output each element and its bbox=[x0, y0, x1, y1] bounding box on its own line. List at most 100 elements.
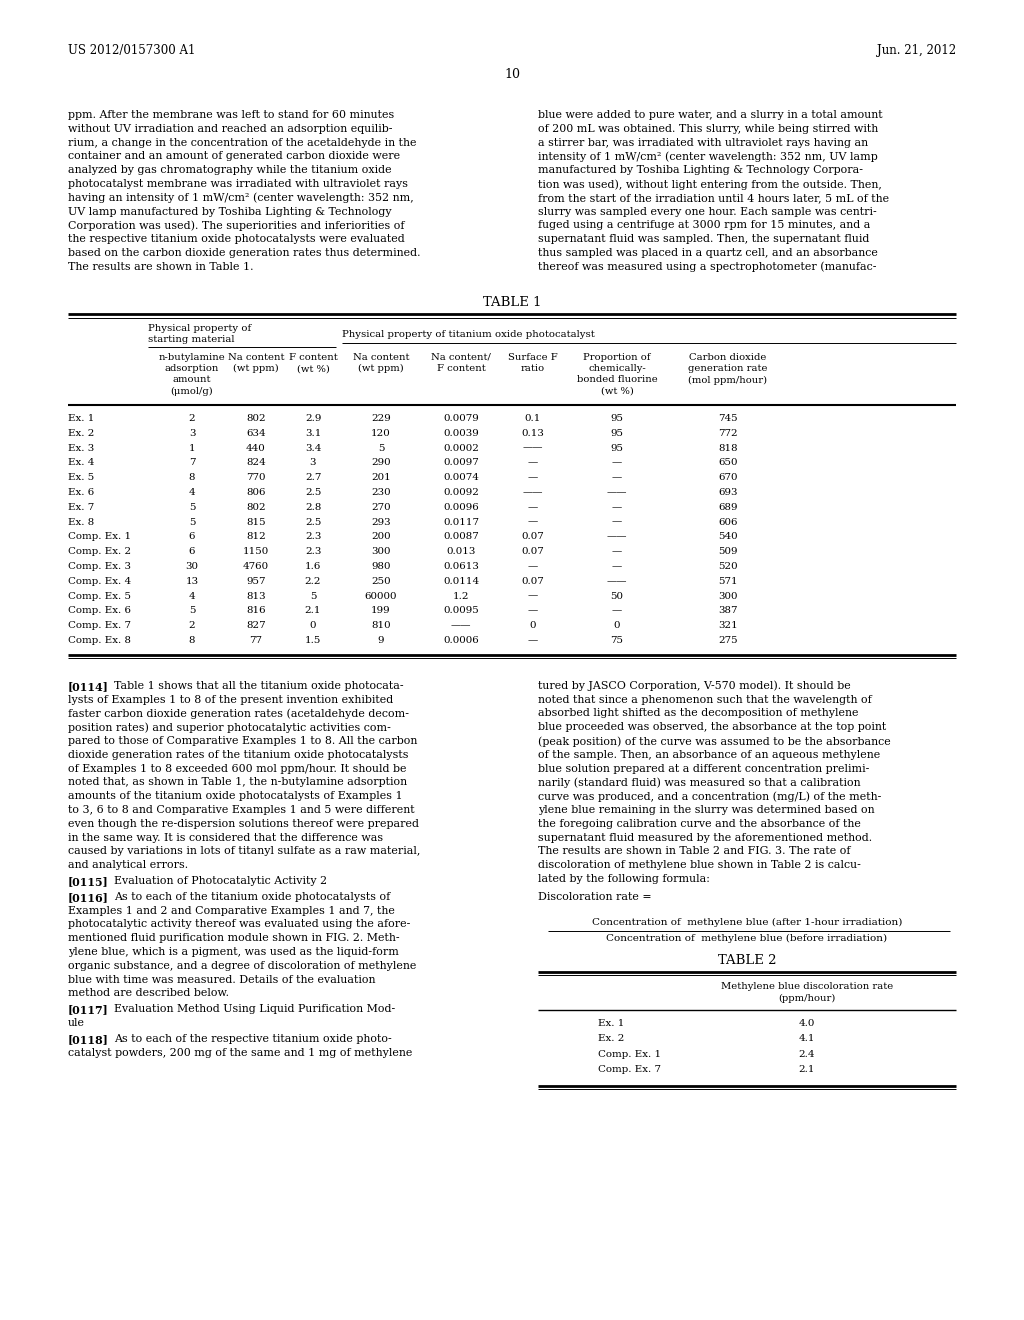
Text: [0115]: [0115] bbox=[68, 876, 109, 887]
Text: supernatant fluid was sampled. Then, the supernatant fluid: supernatant fluid was sampled. Then, the… bbox=[538, 234, 869, 244]
Text: ——: —— bbox=[607, 532, 628, 541]
Text: [0116]: [0116] bbox=[68, 892, 109, 903]
Text: 980: 980 bbox=[372, 562, 391, 572]
Text: 2.1: 2.1 bbox=[305, 606, 322, 615]
Text: 50: 50 bbox=[610, 591, 624, 601]
Text: 509: 509 bbox=[718, 548, 737, 556]
Text: tured by JASCO Corporation, V-570 model). It should be: tured by JASCO Corporation, V-570 model)… bbox=[538, 681, 851, 692]
Text: 1: 1 bbox=[188, 444, 196, 453]
Text: Ex. 6: Ex. 6 bbox=[68, 488, 94, 498]
Text: 0.0006: 0.0006 bbox=[443, 636, 479, 645]
Text: 321: 321 bbox=[718, 622, 738, 630]
Text: container and an amount of generated carbon dioxide were: container and an amount of generated car… bbox=[68, 152, 400, 161]
Text: UV lamp manufactured by Toshiba Lighting & Technology: UV lamp manufactured by Toshiba Lighting… bbox=[68, 207, 391, 216]
Text: Comp. Ex. 7: Comp. Ex. 7 bbox=[68, 622, 131, 630]
Text: position rates) and superior photocatalytic activities com-: position rates) and superior photocataly… bbox=[68, 722, 391, 733]
Text: —: — bbox=[612, 562, 623, 572]
Text: Na content: Na content bbox=[227, 352, 285, 362]
Text: blue solution prepared at a different concentration prelimi-: blue solution prepared at a different co… bbox=[538, 763, 869, 774]
Text: Concentration of  methylene blue (after 1-hour irradiation): Concentration of methylene blue (after 1… bbox=[592, 917, 902, 927]
Text: based on the carbon dioxide generation rates thus determined.: based on the carbon dioxide generation r… bbox=[68, 248, 421, 257]
Text: 802: 802 bbox=[246, 414, 266, 422]
Text: 77: 77 bbox=[250, 636, 262, 645]
Text: 816: 816 bbox=[246, 606, 266, 615]
Text: mentioned fluid purification module shown in FIG. 2. Meth-: mentioned fluid purification module show… bbox=[68, 933, 399, 944]
Text: from the start of the irradiation until 4 hours later, 5 mL of the: from the start of the irradiation until … bbox=[538, 193, 889, 203]
Text: 813: 813 bbox=[246, 591, 266, 601]
Text: even though the re-dispersion solutions thereof were prepared: even though the re-dispersion solutions … bbox=[68, 818, 419, 829]
Text: ——: —— bbox=[451, 622, 471, 630]
Text: lated by the following formula:: lated by the following formula: bbox=[538, 874, 710, 884]
Text: faster carbon dioxide generation rates (acetaldehyde decom-: faster carbon dioxide generation rates (… bbox=[68, 709, 409, 719]
Text: As to each of the respective titanium oxide photo-: As to each of the respective titanium ox… bbox=[114, 1034, 392, 1044]
Text: 0: 0 bbox=[309, 622, 316, 630]
Text: slurry was sampled every one hour. Each sample was centri-: slurry was sampled every one hour. Each … bbox=[538, 207, 877, 216]
Text: a stirrer bar, was irradiated with ultraviolet rays having an: a stirrer bar, was irradiated with ultra… bbox=[538, 137, 868, 148]
Text: TABLE 2: TABLE 2 bbox=[718, 954, 776, 966]
Text: 2.9: 2.9 bbox=[305, 414, 322, 422]
Text: 957: 957 bbox=[246, 577, 266, 586]
Text: Carbon dioxide: Carbon dioxide bbox=[689, 352, 767, 362]
Text: 230: 230 bbox=[371, 488, 391, 498]
Text: 4.1: 4.1 bbox=[799, 1035, 815, 1043]
Text: 540: 540 bbox=[718, 532, 738, 541]
Text: 200: 200 bbox=[371, 532, 391, 541]
Text: lysts of Examples 1 to 8 of the present invention exhibited: lysts of Examples 1 to 8 of the present … bbox=[68, 694, 393, 705]
Text: noted that since a phenomenon such that the wavelength of: noted that since a phenomenon such that … bbox=[538, 694, 871, 705]
Text: Ex. 4: Ex. 4 bbox=[68, 458, 94, 467]
Text: without UV irradiation and reached an adsorption equilib-: without UV irradiation and reached an ad… bbox=[68, 124, 392, 133]
Text: Comp. Ex. 7: Comp. Ex. 7 bbox=[598, 1065, 662, 1074]
Text: —: — bbox=[528, 517, 539, 527]
Text: of 200 mL was obtained. This slurry, while being stirred with: of 200 mL was obtained. This slurry, whi… bbox=[538, 124, 879, 133]
Text: 689: 689 bbox=[718, 503, 737, 512]
Text: 3: 3 bbox=[188, 429, 196, 438]
Text: narily (standard fluid) was measured so that a calibration: narily (standard fluid) was measured so … bbox=[538, 777, 860, 788]
Text: 13: 13 bbox=[185, 577, 199, 586]
Text: —: — bbox=[612, 517, 623, 527]
Text: 0.0613: 0.0613 bbox=[443, 562, 479, 572]
Text: 0.0079: 0.0079 bbox=[443, 414, 479, 422]
Text: thus sampled was placed in a quartz cell, and an absorbance: thus sampled was placed in a quartz cell… bbox=[538, 248, 878, 257]
Text: adsorption: adsorption bbox=[165, 364, 219, 374]
Text: 5: 5 bbox=[309, 591, 316, 601]
Text: discoloration of methylene blue shown in Table 2 is calcu-: discoloration of methylene blue shown in… bbox=[538, 861, 861, 870]
Text: 0.0114: 0.0114 bbox=[443, 577, 479, 586]
Text: 0.013: 0.013 bbox=[446, 548, 476, 556]
Text: (ppm/hour): (ppm/hour) bbox=[778, 994, 836, 1003]
Text: 229: 229 bbox=[371, 414, 391, 422]
Text: absorbed light shifted as the decomposition of methylene: absorbed light shifted as the decomposit… bbox=[538, 709, 858, 718]
Text: intensity of 1 mW/cm² (center wavelength: 352 nm, UV lamp: intensity of 1 mW/cm² (center wavelength… bbox=[538, 152, 878, 162]
Text: F content: F content bbox=[289, 352, 337, 362]
Text: Ex. 8: Ex. 8 bbox=[68, 517, 94, 527]
Text: Physical property of: Physical property of bbox=[148, 323, 251, 333]
Text: 0.1: 0.1 bbox=[525, 414, 542, 422]
Text: Ex. 1: Ex. 1 bbox=[598, 1019, 625, 1028]
Text: blue proceeded was observed, the absorbance at the top point: blue proceeded was observed, the absorba… bbox=[538, 722, 886, 733]
Text: Na content/: Na content/ bbox=[431, 352, 490, 362]
Text: n-butylamine: n-butylamine bbox=[159, 352, 225, 362]
Text: Ex. 2: Ex. 2 bbox=[598, 1035, 625, 1043]
Text: 275: 275 bbox=[718, 636, 738, 645]
Text: 634: 634 bbox=[246, 429, 266, 438]
Text: catalyst powders, 200 mg of the same and 1 mg of methylene: catalyst powders, 200 mg of the same and… bbox=[68, 1048, 413, 1057]
Text: —: — bbox=[528, 562, 539, 572]
Text: 2.5: 2.5 bbox=[305, 488, 322, 498]
Text: 387: 387 bbox=[718, 606, 737, 615]
Text: 0.0095: 0.0095 bbox=[443, 606, 479, 615]
Text: 745: 745 bbox=[718, 414, 738, 422]
Text: 293: 293 bbox=[371, 517, 391, 527]
Text: 6: 6 bbox=[188, 532, 196, 541]
Text: tion was used), without light entering from the outside. Then,: tion was used), without light entering f… bbox=[538, 180, 882, 190]
Text: 5: 5 bbox=[188, 503, 196, 512]
Text: of the sample. Then, an absorbance of an aqueous methylene: of the sample. Then, an absorbance of an… bbox=[538, 750, 881, 760]
Text: Ex. 5: Ex. 5 bbox=[68, 473, 94, 482]
Text: —: — bbox=[528, 606, 539, 615]
Text: Surface F: Surface F bbox=[508, 352, 558, 362]
Text: in the same way. It is considered that the difference was: in the same way. It is considered that t… bbox=[68, 833, 383, 842]
Text: The results are shown in Table 1.: The results are shown in Table 1. bbox=[68, 261, 254, 272]
Text: Physical property of titanium oxide photocatalyst: Physical property of titanium oxide phot… bbox=[342, 330, 595, 339]
Text: ylene blue, which is a pigment, was used as the liquid-form: ylene blue, which is a pigment, was used… bbox=[68, 946, 399, 957]
Text: 4.0: 4.0 bbox=[799, 1019, 815, 1028]
Text: 10: 10 bbox=[504, 69, 520, 81]
Text: caused by variations in lots of titanyl sulfate as a raw material,: caused by variations in lots of titanyl … bbox=[68, 846, 421, 857]
